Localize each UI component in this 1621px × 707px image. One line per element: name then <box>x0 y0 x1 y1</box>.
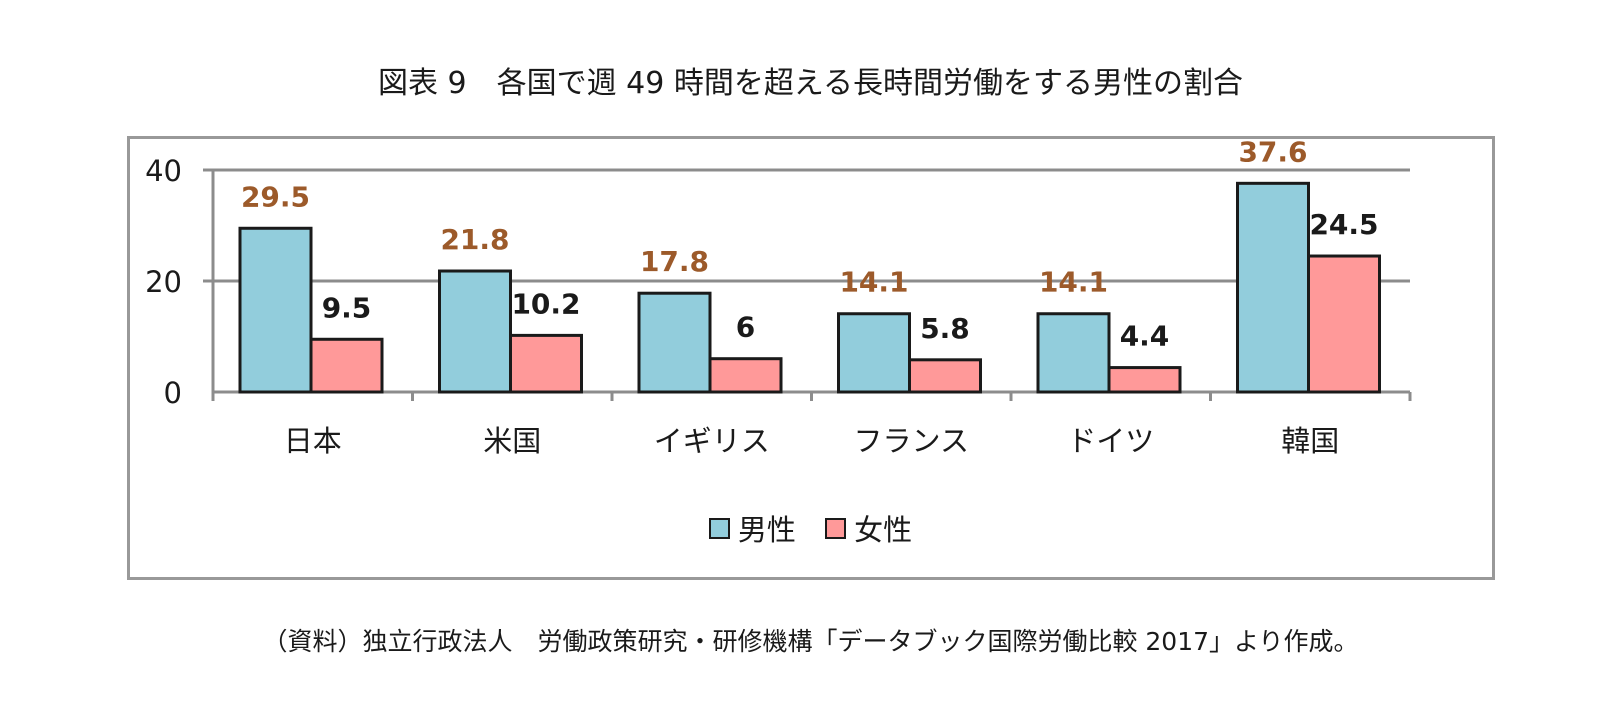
chart-title: 図表 9 各国で週 49 時間を超える長時間労働をする男性の割合 <box>378 66 1243 101</box>
y-tick-label: 0 <box>164 376 182 410</box>
x-tick-label: フランス <box>854 424 969 458</box>
bar-male <box>637 291 712 394</box>
bar-female <box>1107 366 1182 394</box>
data-label-female: 24.5 <box>1309 208 1378 241</box>
bar-male <box>1236 181 1310 394</box>
bar-female <box>1307 254 1381 394</box>
bar-male <box>238 226 313 394</box>
data-label-male: 17.8 <box>640 245 709 278</box>
data-label-female: 4.4 <box>1120 320 1170 353</box>
data-label-male: 14.1 <box>839 266 908 299</box>
x-tick-label: ドイツ <box>1067 424 1154 458</box>
data-label-male: 37.6 <box>1238 135 1307 168</box>
legend-label-female: 女性 <box>854 513 913 547</box>
data-label-female: 10.2 <box>511 287 580 320</box>
bar-male <box>837 312 911 394</box>
data-label-male: 14.1 <box>1039 266 1108 299</box>
data-label-male: 21.8 <box>440 223 509 256</box>
x-tick-label: 米国 <box>483 424 541 458</box>
y-tick-label: 40 <box>145 154 182 188</box>
data-label-male: 29.5 <box>241 180 310 213</box>
data-label-female: 6 <box>736 311 755 344</box>
bar-female <box>309 337 384 394</box>
legend-swatch-female <box>825 517 847 539</box>
legend: 男性 女性 <box>0 507 1621 549</box>
bar-male <box>1036 312 1111 394</box>
chart-frame <box>127 136 1495 580</box>
bar-female <box>908 358 982 394</box>
bar-female <box>509 333 583 394</box>
bar-female <box>708 357 783 394</box>
x-tick-label: イギリス <box>654 424 770 458</box>
source-note: （資料）独立行政法人 労働政策研究・研修機構「データブック国際労働比較 2017… <box>262 627 1359 656</box>
legend-label-male: 男性 <box>737 513 796 547</box>
bar-male <box>438 269 512 394</box>
x-tick-label: 韓国 <box>1281 424 1339 458</box>
data-label-female: 9.5 <box>322 291 372 324</box>
y-tick-label: 20 <box>145 265 182 299</box>
legend-swatch-male <box>708 517 730 539</box>
data-label-female: 5.8 <box>920 312 970 345</box>
x-tick-label: 日本 <box>284 424 342 458</box>
legend-item-male: 男性 <box>708 507 796 549</box>
legend-item-female: 女性 <box>825 507 912 549</box>
